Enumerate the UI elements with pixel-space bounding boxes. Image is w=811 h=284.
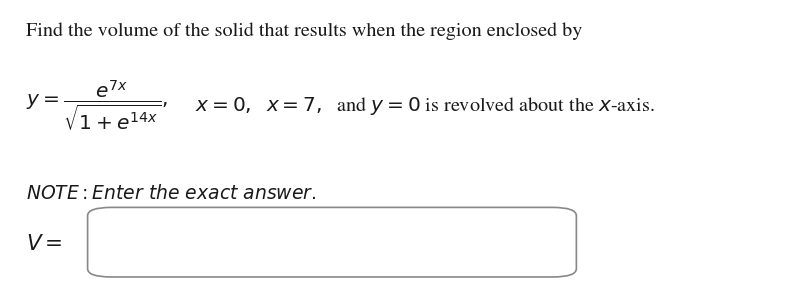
Text: $V =$: $V =$ [26, 235, 62, 255]
Text: $\mathit{NOTE: Enter\ the\ exact\ answer.}$: $\mathit{NOTE: Enter\ the\ exact\ answer… [26, 184, 316, 203]
Text: Find the volume of the solid that results when the region enclosed by: Find the volume of the solid that result… [26, 22, 582, 40]
FancyBboxPatch shape [88, 207, 577, 277]
Text: $x = 0, \;\; x = 7, \;$ and $y = 0$ is revolved about the $x$-axis.: $x = 0, \;\; x = 7, \;$ and $y = 0$ is r… [195, 95, 654, 117]
Text: $y = \dfrac{e^{7x}}{\sqrt{1+e^{14x}}},$: $y = \dfrac{e^{7x}}{\sqrt{1+e^{14x}}},$ [26, 79, 168, 133]
